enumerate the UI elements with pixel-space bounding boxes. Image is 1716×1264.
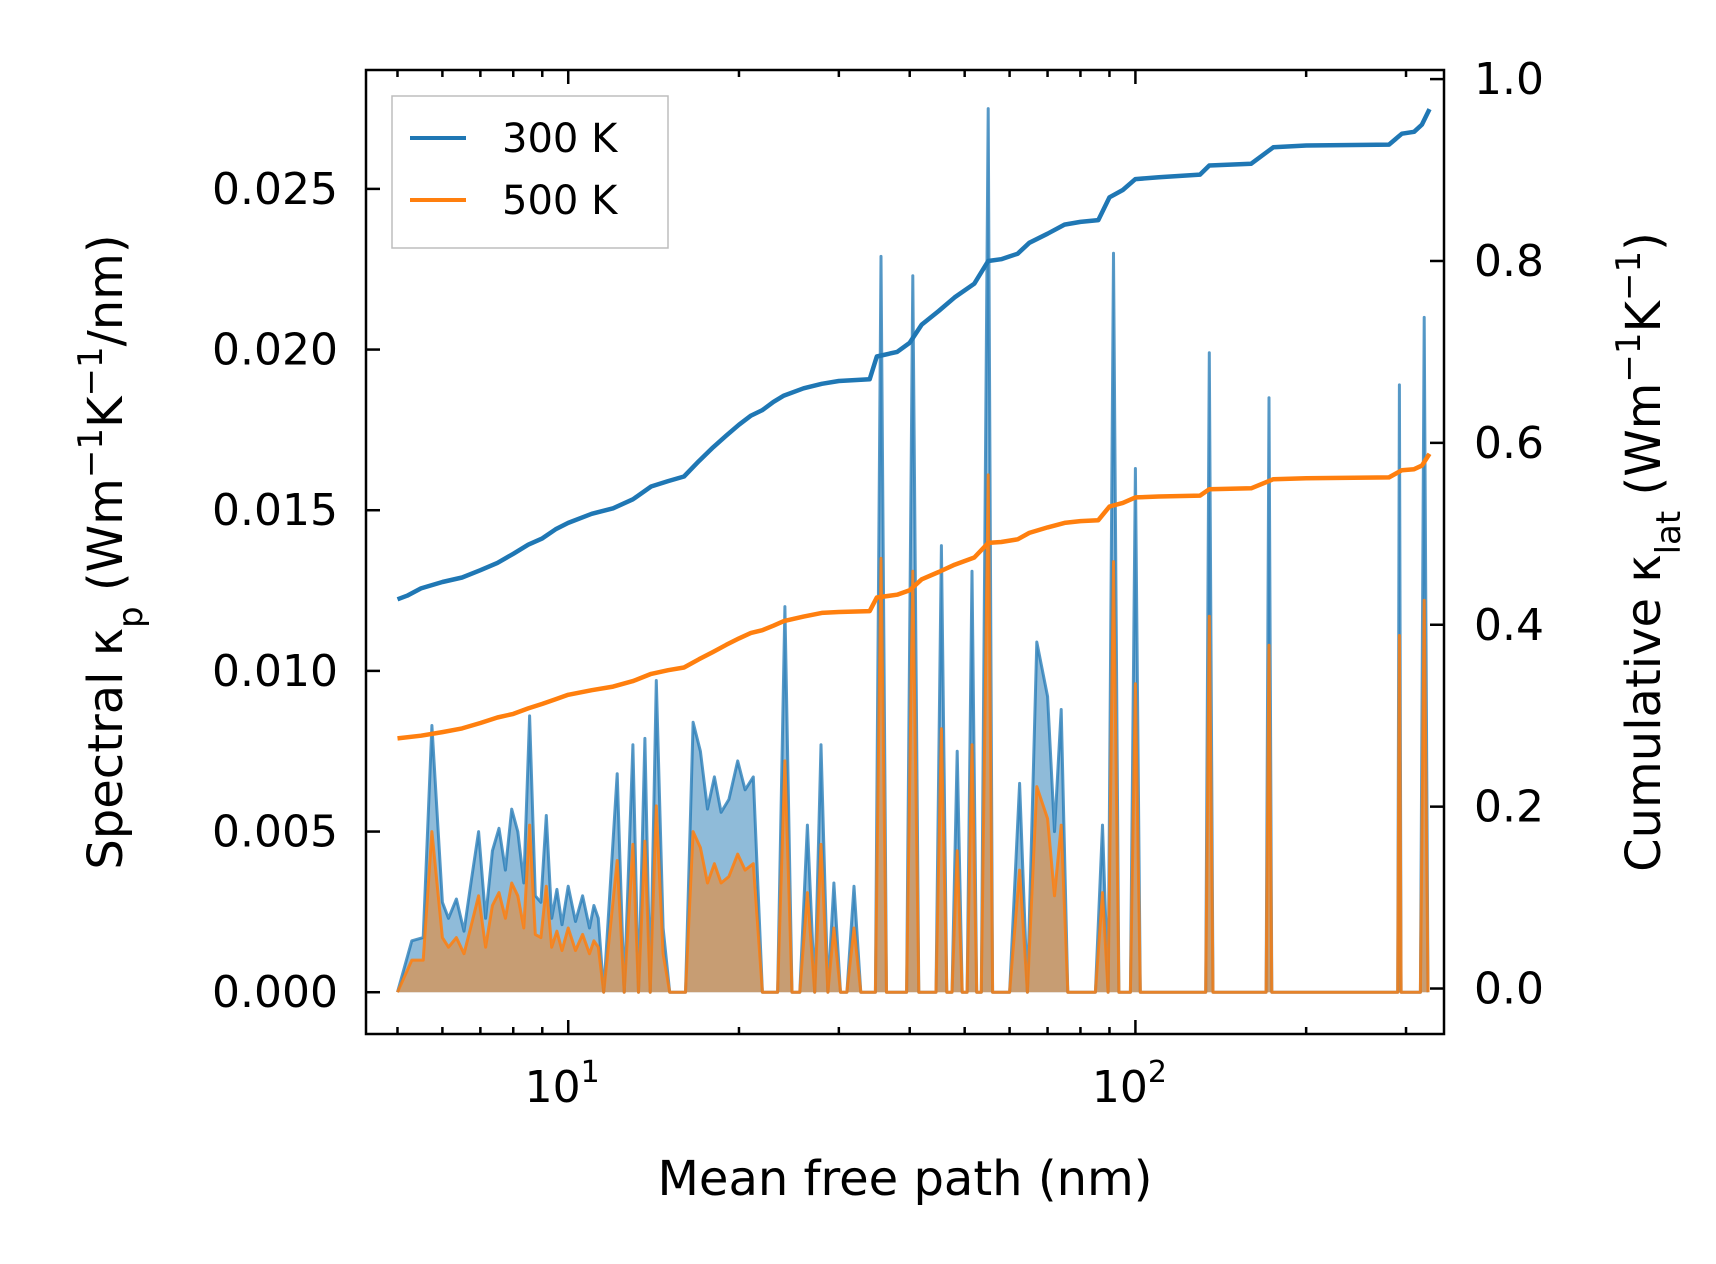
x-tick-label: 101 xyxy=(525,1055,600,1113)
y-right-tick-label: 0.4 xyxy=(1474,600,1544,651)
y-left-tick-label: 0.015 xyxy=(212,485,338,536)
y-right-tick-label: 1.0 xyxy=(1474,54,1544,105)
y-right-tick-label: 0.6 xyxy=(1474,418,1544,469)
cumulative-line-300k xyxy=(396,108,1432,602)
y-right-tick-label: 0.0 xyxy=(1474,964,1544,1015)
y-left-tick-label: 0.010 xyxy=(212,646,338,697)
y-left-tick-label: 0.000 xyxy=(212,967,338,1018)
y-left-tick-label: 0.005 xyxy=(212,807,338,858)
plot-frame xyxy=(364,68,1446,1036)
legend-label-500k: 500 K xyxy=(502,178,619,224)
legend: 300 K 500 K xyxy=(391,95,669,249)
spectral-line-500k xyxy=(396,473,1430,994)
x-tick-label: 102 xyxy=(1092,1055,1167,1113)
cumulative-line-500k xyxy=(397,452,1432,741)
y-left-tick-label: 0.025 xyxy=(212,164,338,215)
y-right-tick-label: 0.2 xyxy=(1474,782,1544,833)
y-right-tick-label: 0.8 xyxy=(1474,236,1544,287)
y-left-tick-label: 0.020 xyxy=(212,325,338,376)
legend-label-300k: 300 K xyxy=(502,116,619,162)
x-axis-title: Mean free path (nm) xyxy=(658,1151,1153,1207)
series-layer xyxy=(396,107,1432,994)
legend-box xyxy=(391,95,669,249)
ticks-layer: 101 102 0.000 0.005 0.010 0.015 0.020 0.025 0.0 0… xyxy=(212,54,1544,1113)
